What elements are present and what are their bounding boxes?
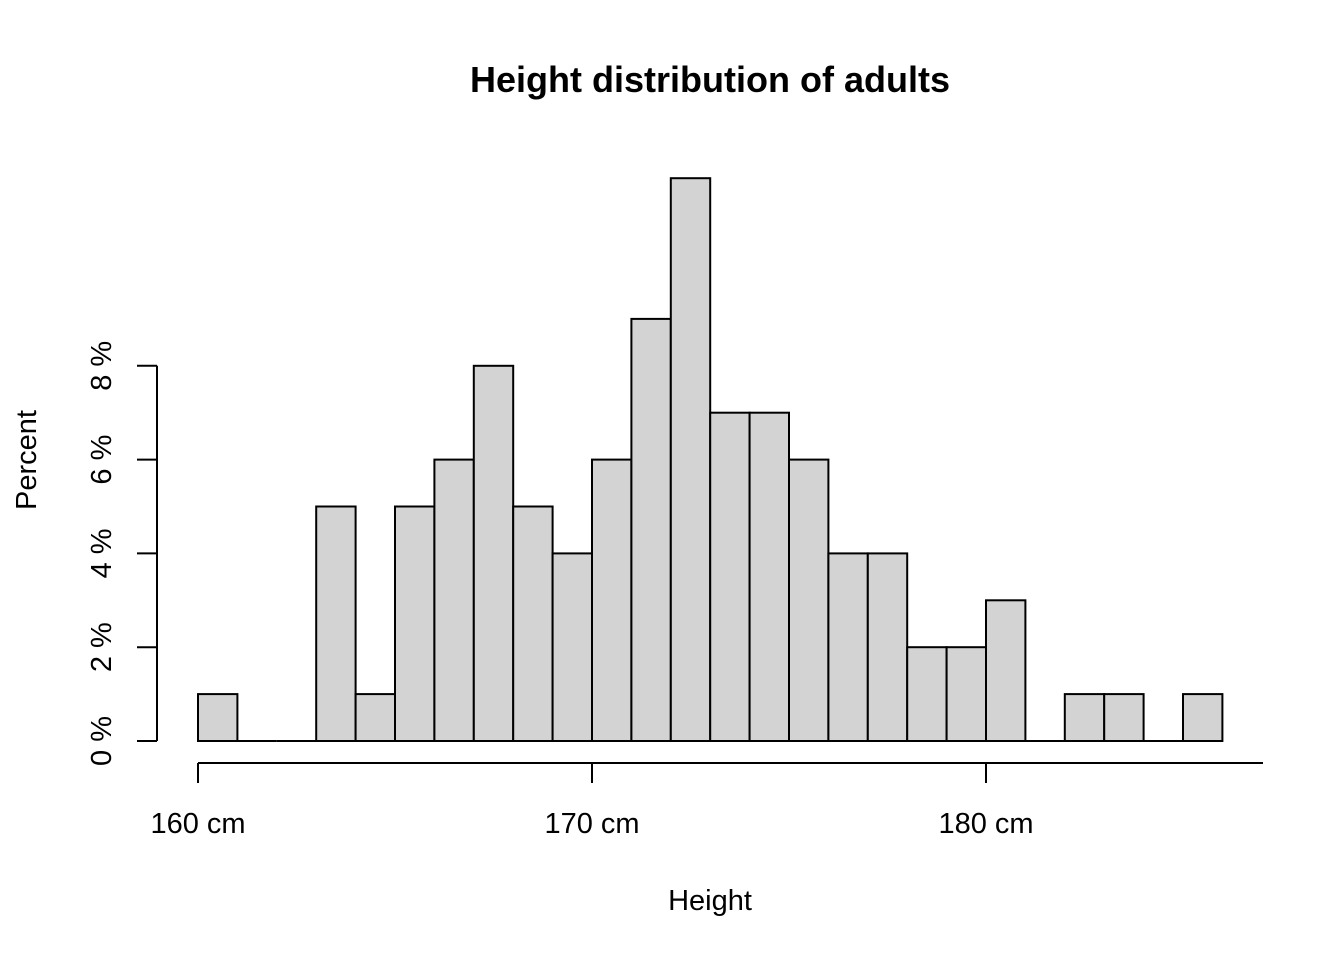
x-axis: 160 cm 170 cm 180 cm — [150, 762, 1263, 840]
x-axis-label: Height — [668, 885, 752, 917]
histogram-bar — [551, 552, 593, 743]
y-axis: 0 % 2 % 4 % 6 % 8 % — [86, 341, 158, 766]
histogram-bar — [788, 458, 830, 742]
histogram-bar — [1182, 693, 1224, 742]
y-tick-label: 6 % — [86, 435, 118, 485]
y-tick-label: 0 % — [86, 716, 118, 766]
chart-title: Height distribution of adults — [470, 59, 950, 100]
histogram-bar — [472, 364, 515, 742]
y-tick-label: 2 % — [86, 622, 118, 672]
histogram-bar — [827, 552, 869, 743]
histogram-bar — [354, 693, 397, 742]
x-tick-label: 170 cm — [544, 808, 639, 840]
histogram-bar — [1103, 693, 1145, 742]
histogram-bar — [669, 177, 712, 742]
y-tick-label: 8 % — [86, 341, 118, 391]
histogram-bar — [985, 599, 1027, 742]
x-tick-label: 160 cm — [150, 808, 245, 840]
histogram-bar — [945, 646, 987, 743]
histogram-bar — [630, 317, 672, 742]
histogram-bar — [866, 552, 909, 743]
histogram-bar — [1063, 693, 1106, 742]
histogram-bar — [906, 646, 948, 743]
histogram-bar — [394, 505, 436, 742]
x-tick-label: 180 cm — [938, 808, 1033, 840]
histogram-bar — [591, 458, 633, 742]
histogram-bar — [709, 411, 751, 742]
y-tick-label: 4 % — [86, 528, 118, 578]
y-axis-label: Percent — [11, 410, 43, 510]
histogram-bar — [748, 411, 790, 742]
histogram-bar — [433, 458, 475, 742]
histogram-bar — [315, 505, 357, 742]
histogram-bar — [512, 505, 554, 742]
bars-group — [197, 177, 1224, 743]
histogram-bar — [197, 693, 239, 742]
